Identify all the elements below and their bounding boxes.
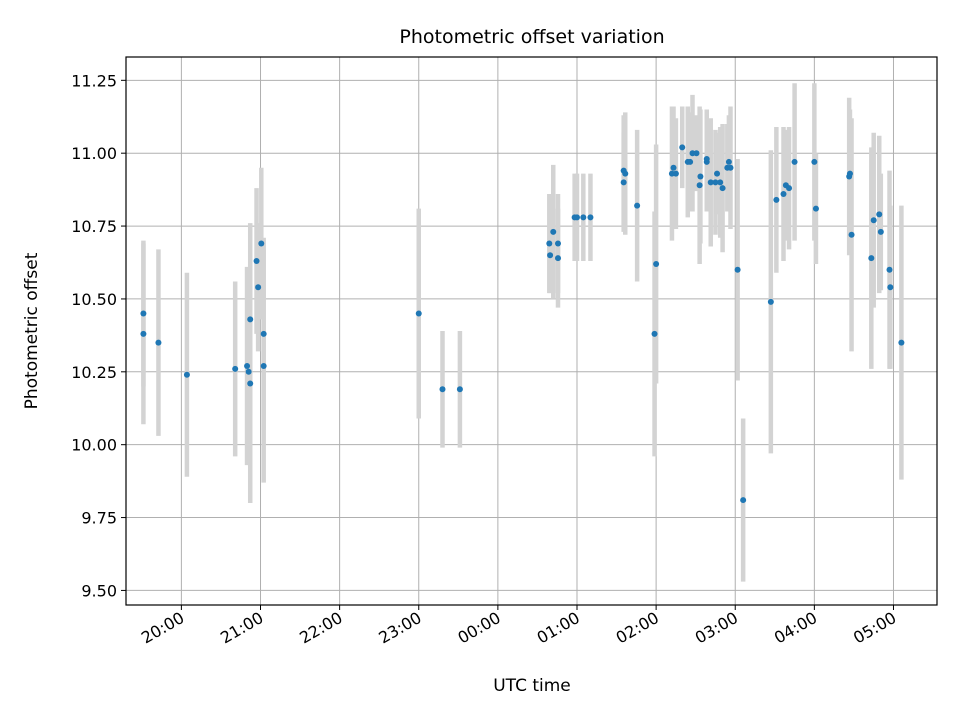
y-tick-label: 11.25 xyxy=(71,71,117,90)
data-point xyxy=(183,371,190,378)
data-point xyxy=(260,330,267,337)
data-point xyxy=(573,214,580,221)
data-point xyxy=(876,211,883,218)
data-point xyxy=(786,185,793,192)
plot-frame xyxy=(125,56,938,606)
data-point xyxy=(870,217,877,224)
data-point xyxy=(712,179,719,186)
x-tick-label: 23:00 xyxy=(375,608,424,648)
data-point xyxy=(714,170,721,177)
x-axis-label: UTC time xyxy=(493,676,571,696)
y-tick-label: 10.00 xyxy=(71,436,117,455)
data-point xyxy=(255,284,262,291)
y-tick-label: 10.75 xyxy=(71,217,117,236)
data-point xyxy=(697,173,704,180)
x-tick-label: 01:00 xyxy=(534,608,583,648)
chart-title: Photometric offset variation xyxy=(399,26,664,48)
data-point xyxy=(247,380,254,387)
data-point xyxy=(258,240,265,247)
x-tick-label: 03:00 xyxy=(692,608,741,648)
data-point xyxy=(740,497,747,504)
data-point xyxy=(670,164,677,171)
x-tick-label: 02:00 xyxy=(613,608,662,648)
x-tick-label: 05:00 xyxy=(850,608,899,648)
y-tick-label: 10.50 xyxy=(71,290,117,309)
data-point xyxy=(232,365,239,372)
data-point xyxy=(253,258,260,265)
data-point xyxy=(687,158,694,165)
y-tick-label: 9.75 xyxy=(81,509,117,528)
data-point xyxy=(877,228,884,235)
y-axis-ticks: 9.50 9.75 10.00 10.25 10.50 10.75 11.00 11.25 xyxy=(71,71,126,600)
data-point xyxy=(587,214,594,221)
data-point xyxy=(725,158,732,165)
y-tick-label: 9.50 xyxy=(81,581,117,600)
data-point xyxy=(811,158,818,165)
data-point xyxy=(868,255,875,262)
data-point xyxy=(717,179,724,186)
data-point xyxy=(703,156,710,163)
x-tick-label: 20:00 xyxy=(138,608,187,648)
data-point xyxy=(719,185,726,192)
data-point xyxy=(887,284,894,291)
error-bars xyxy=(141,83,904,582)
data-point xyxy=(622,170,629,177)
data-point xyxy=(672,170,679,177)
data-point xyxy=(439,386,446,393)
data-point xyxy=(415,310,422,317)
x-axis-ticks: 20:00 21:00 22:00 23:00 00:00 01:00 02:00 03:00… xyxy=(138,605,899,648)
x-tick-label: 22:00 xyxy=(296,608,345,648)
data-point xyxy=(260,362,267,369)
data-point xyxy=(247,316,254,323)
data-point xyxy=(696,182,703,189)
data-points xyxy=(140,144,905,504)
data-point xyxy=(734,266,741,273)
y-axis-label: Photometric offset xyxy=(22,252,42,409)
data-point xyxy=(848,231,855,238)
data-point xyxy=(140,310,147,317)
y-tick-label: 11.00 xyxy=(71,144,117,163)
data-point xyxy=(634,202,641,209)
y-tick-label: 10.25 xyxy=(71,363,117,382)
x-tick-label: 00:00 xyxy=(454,608,503,648)
data-point xyxy=(550,228,557,235)
data-point xyxy=(886,266,893,273)
data-point xyxy=(155,339,162,346)
data-point xyxy=(773,196,780,203)
data-point xyxy=(547,252,554,259)
data-point xyxy=(693,150,700,157)
data-point xyxy=(555,240,562,247)
data-point xyxy=(651,330,658,337)
data-point xyxy=(244,362,251,369)
data-point xyxy=(679,144,686,151)
data-point xyxy=(846,170,853,177)
data-point xyxy=(456,386,463,393)
data-point xyxy=(780,191,787,197)
data-point xyxy=(812,205,819,212)
data-point xyxy=(140,330,147,337)
x-tick-label: 04:00 xyxy=(771,608,820,648)
data-point xyxy=(898,339,905,346)
data-point xyxy=(620,179,627,186)
data-point xyxy=(580,214,587,221)
data-point xyxy=(727,164,734,171)
data-point xyxy=(767,298,774,305)
data-point xyxy=(546,240,553,247)
data-point xyxy=(653,260,660,267)
data-point xyxy=(791,158,798,165)
data-point xyxy=(245,368,252,375)
x-tick-label: 21:00 xyxy=(217,608,266,648)
data-point xyxy=(707,179,714,186)
data-point xyxy=(555,255,562,262)
